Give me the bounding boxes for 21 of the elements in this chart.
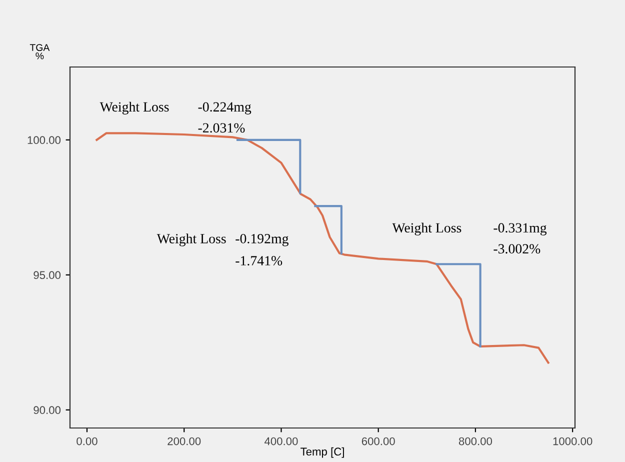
x-tick-label: 200.00 <box>168 437 201 446</box>
y-tick-label: 100.00 <box>28 136 61 144</box>
annotation: -0.192mg <box>236 234 288 246</box>
annotation: Weight Loss <box>156 234 226 246</box>
x-tick-label: 400.00 <box>264 437 298 446</box>
line-series <box>96 132 550 364</box>
annotation: -3.002% <box>494 244 540 254</box>
annotation: Weight Loss <box>100 102 169 114</box>
x-tick-label: 800.00 <box>458 437 492 446</box>
y-tick-label: 95.00 <box>34 271 61 280</box>
y-tick-label: 90.00 <box>34 406 61 414</box>
x-tick-label: 600.00 <box>362 437 395 446</box>
y-axis-title: TGA % <box>30 44 50 60</box>
annotation: -2.031% <box>198 123 245 133</box>
annotation: -0.331mg <box>494 223 547 236</box>
x-axis-title: Temp [C] <box>300 447 344 458</box>
annotation: -0.224mg <box>198 102 252 114</box>
annotation: Weight Loss <box>392 222 462 236</box>
x-tick-label: 1000.00 <box>553 437 592 446</box>
annotation: -1.741% <box>236 256 282 266</box>
x-tick-label: 0.00 <box>76 437 98 446</box>
